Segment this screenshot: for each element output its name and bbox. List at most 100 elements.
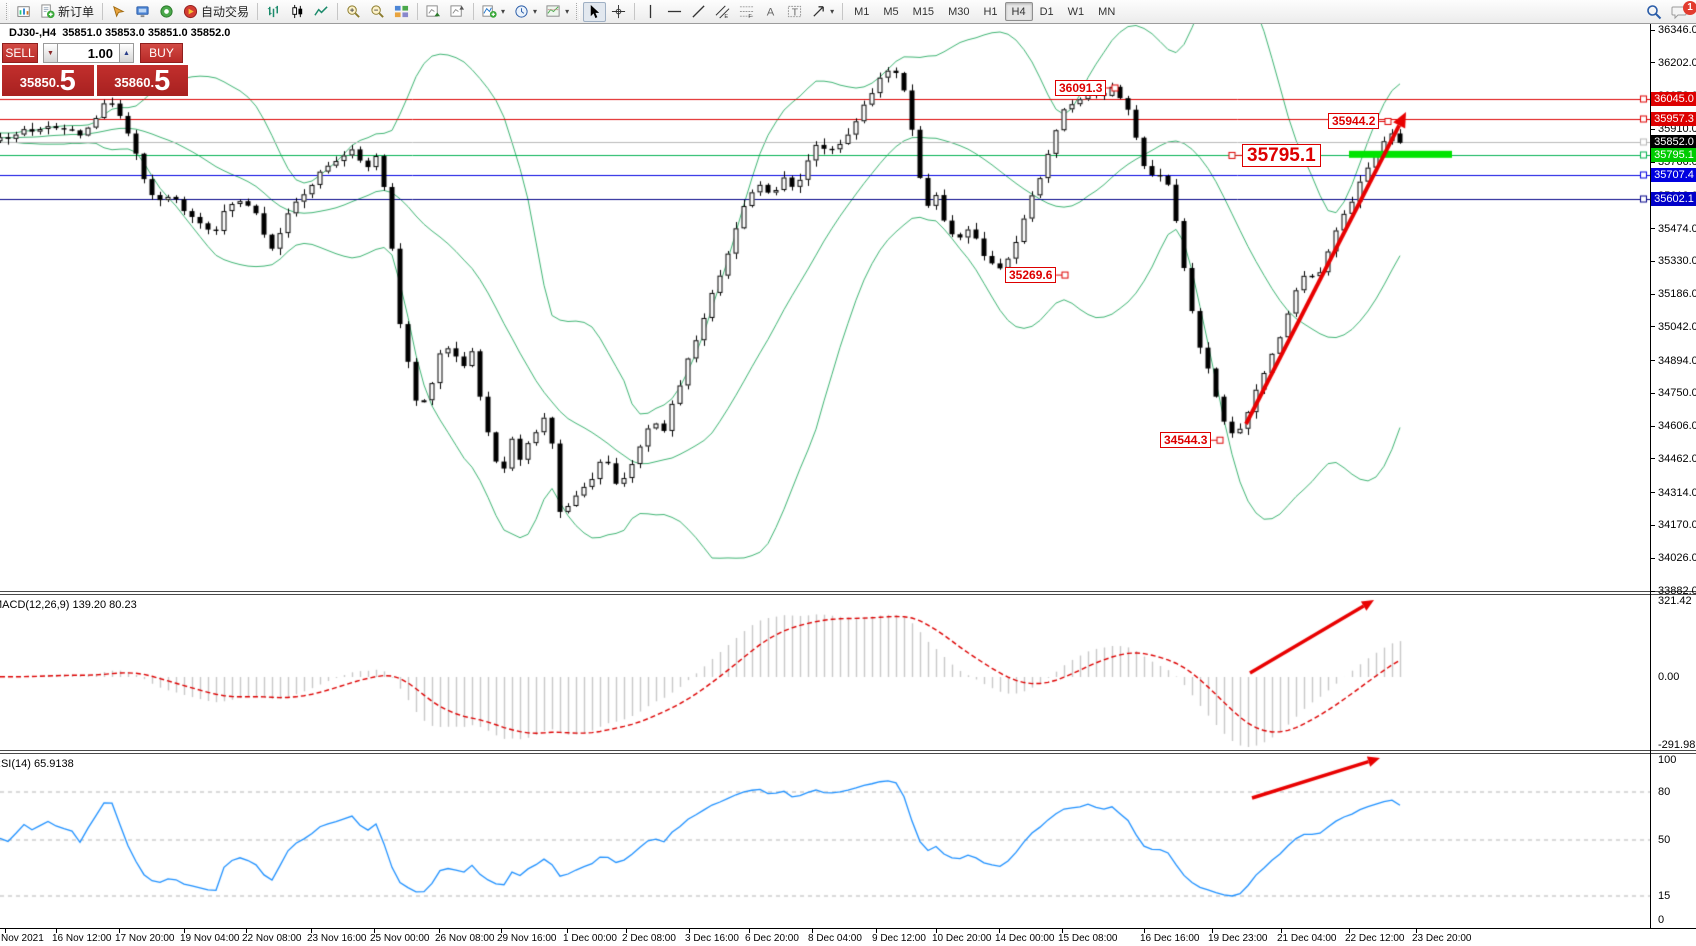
indicators-button[interactable]: ▾	[478, 2, 509, 22]
toolbar-grip[interactable]	[6, 3, 10, 20]
notifications-button[interactable]: 1	[1667, 0, 1696, 22]
search-button[interactable]	[1642, 2, 1666, 22]
crosshair-icon	[612, 4, 626, 19]
timeframe-button-M30[interactable]: M30	[948, 5, 970, 18]
auto-trading-button[interactable]: 自动交易	[179, 2, 253, 22]
time-axis-tick	[1349, 929, 1350, 933]
search-icon	[1647, 4, 1662, 19]
new-order-button[interactable]: 新订单	[36, 2, 98, 22]
time-axis-tick	[246, 929, 247, 933]
timeframe-button-D1[interactable]: D1	[1039, 5, 1054, 18]
toolbar-separator	[842, 3, 844, 20]
trendline-tool-button[interactable]	[687, 2, 710, 22]
dropdown-caret-icon: ▾	[565, 7, 570, 16]
trendline-icon	[692, 5, 705, 18]
time-axis[interactable]: Nov 2021 16 Nov 12:00 17 Nov 20:00 19 Nov 0…	[0, 928, 1696, 946]
shapes-tool-button[interactable]: ▾	[807, 2, 838, 22]
rsi-canvas[interactable]	[0, 754, 1650, 928]
sell-price-main: 35850.	[19, 75, 60, 90]
volume-input[interactable]	[58, 43, 119, 63]
mini-chart-icon	[17, 5, 30, 17]
rsi-pane: RSI(14) 65.9138	[0, 754, 1696, 928]
bar-chart-mode-button[interactable]	[262, 2, 285, 22]
chart-shift-icon	[450, 5, 465, 17]
auto-scroll-button[interactable]	[422, 2, 445, 22]
pane-splitter[interactable]	[0, 591, 1696, 595]
profiles-button[interactable]	[107, 2, 130, 22]
time-axis-label: 2 Dec 08:00	[622, 933, 676, 944]
timeframe-button-M5[interactable]: M5	[883, 5, 899, 18]
time-axis-tick	[119, 929, 120, 933]
channel-tool-button[interactable]: E	[711, 2, 734, 22]
buy-price-pips: 5	[154, 65, 171, 97]
zoom-in-button[interactable]	[342, 2, 365, 22]
price-annotation[interactable]: 35269.6	[1005, 267, 1057, 283]
pane-splitter[interactable]	[0, 750, 1696, 754]
horizontal-line-icon	[668, 10, 682, 13]
chart-window-button[interactable]	[13, 2, 35, 22]
timeframe-button-MN[interactable]: MN	[1098, 5, 1116, 18]
crosshair-tool-button[interactable]	[607, 2, 630, 22]
timeframe-button-H4[interactable]: H4	[1004, 2, 1033, 21]
time-axis-label: 15 Dec 08:00	[1058, 933, 1118, 944]
time-axis-label: 25 Nov 00:00	[370, 933, 430, 944]
candlestick-mode-button[interactable]	[286, 2, 309, 22]
macd-pane: MACD(12,26,9) 139.20 80.23	[0, 595, 1696, 750]
time-axis-label: 17 Nov 20:00	[115, 933, 175, 944]
buy-price-tile[interactable]: 35860. 5	[96, 65, 188, 97]
price-annotation[interactable]: 35795.1	[1242, 144, 1321, 167]
auto-trading-icon	[183, 4, 198, 19]
price-annotation[interactable]: 34544.3	[1160, 432, 1212, 448]
toolbar-separator	[257, 3, 259, 20]
time-axis-tick	[567, 929, 568, 933]
price-annotation[interactable]: 36091.3	[1055, 80, 1107, 96]
time-axis-label: 14 Dec 00:00	[995, 933, 1055, 944]
volume-decrease-button[interactable]: ▼	[43, 43, 58, 63]
volume-increase-button[interactable]: ▲	[119, 43, 134, 63]
time-axis-tick	[5, 929, 6, 933]
cursor-tool-button[interactable]	[583, 1, 607, 22]
zoom-out-icon	[371, 5, 384, 18]
zoom-out-button[interactable]	[366, 2, 389, 22]
label-tool-button[interactable]: T	[783, 2, 806, 22]
market-watch-icon	[136, 6, 149, 18]
templates-button[interactable]: ▾	[542, 2, 573, 22]
periods-button[interactable]: ▾	[510, 2, 541, 22]
equidistant-channel-icon: E	[715, 5, 730, 19]
toolbar-grip[interactable]	[576, 3, 581, 20]
toolbar-separator	[102, 3, 104, 20]
candlestick-icon	[292, 4, 303, 19]
fibonacci-tool-button[interactable]: F	[735, 2, 758, 22]
time-axis-label: 1 Dec 00:00	[563, 933, 617, 944]
macd-canvas[interactable]	[0, 595, 1650, 750]
timeframe-button-W1[interactable]: W1	[1067, 5, 1085, 18]
horizontal-line-tool-button[interactable]	[663, 2, 686, 22]
buy-button[interactable]: BUY	[140, 43, 183, 63]
navigator-button[interactable]	[155, 2, 178, 22]
vertical-line-tool-button[interactable]	[639, 2, 662, 22]
time-axis-label: 8 Dec 04:00	[808, 933, 862, 944]
vertical-line-icon	[649, 4, 652, 19]
line-chart-mode-button[interactable]	[310, 2, 333, 22]
time-axis-tick	[1416, 929, 1417, 933]
dropdown-caret-icon: ▾	[830, 7, 835, 16]
dropdown-caret-icon: ▾	[533, 7, 538, 16]
toolbar-separator	[417, 3, 419, 20]
tile-windows-button[interactable]	[390, 2, 413, 22]
cursor-icon	[590, 4, 600, 19]
sell-price-tile[interactable]: 35850. 5	[2, 65, 94, 96]
timeframe-button-M15[interactable]: M15	[912, 5, 935, 18]
time-axis-label: Nov 2021	[1, 933, 44, 944]
market-watch-button[interactable]	[131, 2, 154, 22]
timeframe-button-M1[interactable]: M1	[854, 5, 870, 18]
sell-button[interactable]: SELL	[2, 43, 38, 63]
timeframe-button-H1[interactable]: H1	[983, 5, 998, 18]
price-annotation[interactable]: 35944.2	[1328, 113, 1380, 129]
time-axis-tick	[439, 929, 440, 933]
main-chart-canvas[interactable]	[0, 24, 1650, 591]
text-tool-button[interactable]: A	[759, 2, 782, 22]
line-chart-icon	[314, 6, 328, 16]
time-axis-tick	[374, 929, 375, 933]
chart-shift-button[interactable]	[446, 2, 469, 22]
time-axis-tick	[689, 929, 690, 933]
